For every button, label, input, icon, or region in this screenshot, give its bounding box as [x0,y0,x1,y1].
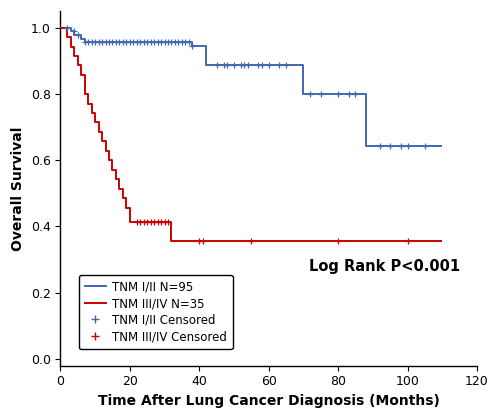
Y-axis label: Overall Survival: Overall Survival [11,126,25,251]
X-axis label: Time After Lung Cancer Diagnosis (Months): Time After Lung Cancer Diagnosis (Months… [98,394,440,408]
Text: Log Rank P<0.001: Log Rank P<0.001 [309,259,460,274]
Legend: TNM I/II N=95, TNM III/IV N=35, TNM I/II Censored, TNM III/IV Censored: TNM I/II N=95, TNM III/IV N=35, TNM I/II… [79,274,233,349]
